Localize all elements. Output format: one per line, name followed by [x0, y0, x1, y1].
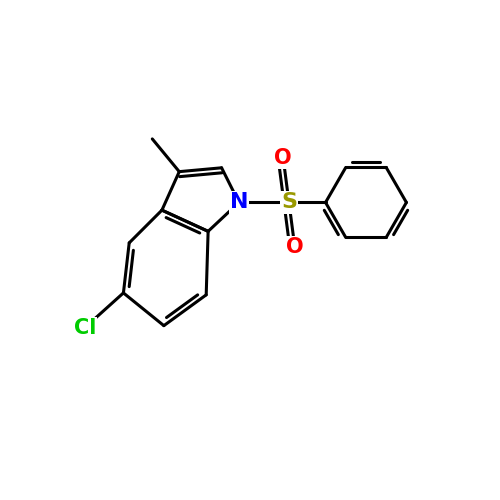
Text: N: N: [230, 192, 248, 212]
Text: O: O: [274, 148, 292, 168]
Text: O: O: [286, 236, 304, 256]
Text: Cl: Cl: [74, 318, 96, 338]
Text: S: S: [281, 192, 297, 212]
